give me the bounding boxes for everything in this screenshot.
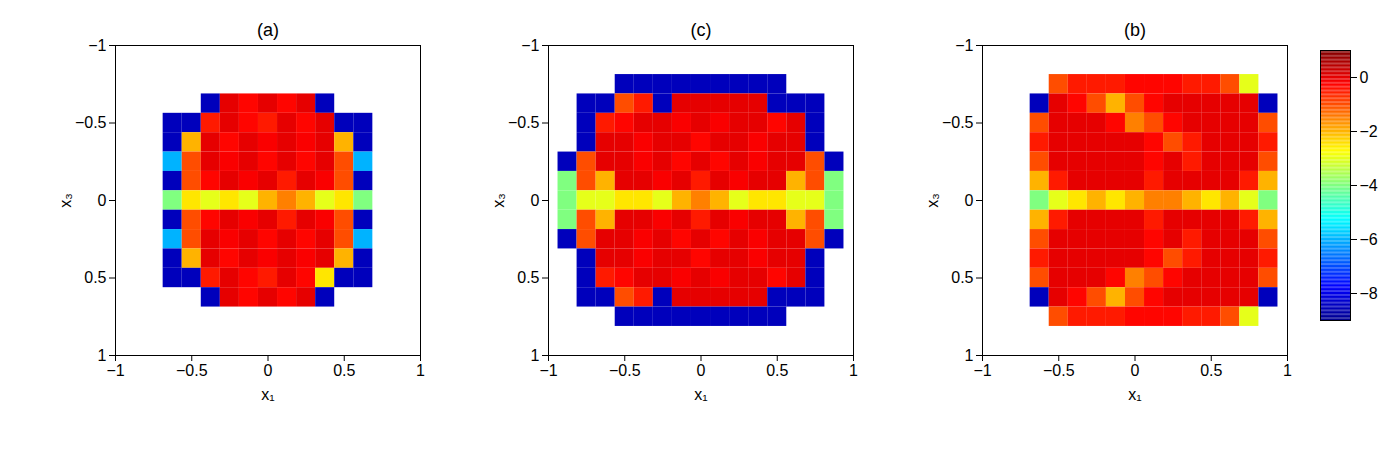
svg-text:−0.5: −0.5 <box>75 114 107 131</box>
svg-text:−1: −1 <box>539 362 557 379</box>
svg-text:x₃: x₃ <box>490 193 507 208</box>
svg-text:0: 0 <box>965 192 974 209</box>
svg-text:1: 1 <box>531 347 540 364</box>
svg-text:0: 0 <box>264 362 273 379</box>
svg-text:0.5: 0.5 <box>517 269 539 286</box>
svg-text:−1: −1 <box>106 362 124 379</box>
svg-text:0: 0 <box>531 192 540 209</box>
svg-text:−0.5: −0.5 <box>176 362 208 379</box>
svg-text:−6: −6 <box>1360 231 1378 248</box>
svg-text:(b): (b) <box>1124 20 1146 40</box>
svg-text:x₁: x₁ <box>261 386 274 403</box>
svg-text:0.5: 0.5 <box>766 362 788 379</box>
svg-text:−1: −1 <box>521 37 539 54</box>
svg-text:0.5: 0.5 <box>333 362 355 379</box>
svg-text:1: 1 <box>965 347 974 364</box>
svg-text:−1: −1 <box>973 362 991 379</box>
svg-text:0: 0 <box>1131 362 1140 379</box>
svg-text:0.5: 0.5 <box>951 269 973 286</box>
svg-text:−1: −1 <box>88 37 106 54</box>
svg-text:1: 1 <box>416 362 425 379</box>
svg-text:x₁: x₁ <box>1128 386 1141 403</box>
svg-text:0: 0 <box>697 362 706 379</box>
svg-text:0.5: 0.5 <box>1200 362 1222 379</box>
svg-text:−0.5: −0.5 <box>508 114 540 131</box>
svg-text:(a): (a) <box>257 20 279 40</box>
svg-text:x₃: x₃ <box>57 193 74 208</box>
svg-text:1: 1 <box>1283 362 1292 379</box>
svg-text:−0.5: −0.5 <box>1043 362 1075 379</box>
svg-text:0: 0 <box>98 192 107 209</box>
svg-text:−0.5: −0.5 <box>609 362 641 379</box>
svg-text:−0.5: −0.5 <box>942 114 974 131</box>
svg-text:−1: −1 <box>955 37 973 54</box>
svg-text:x₁: x₁ <box>694 386 707 403</box>
svg-text:−2: −2 <box>1360 123 1378 140</box>
svg-text:0.5: 0.5 <box>84 269 106 286</box>
svg-text:0: 0 <box>1360 69 1369 86</box>
svg-text:−8: −8 <box>1360 285 1378 302</box>
svg-text:(c): (c) <box>691 20 712 40</box>
svg-text:1: 1 <box>98 347 107 364</box>
svg-text:−4: −4 <box>1360 177 1378 194</box>
svg-text:x₃: x₃ <box>924 193 941 208</box>
svg-text:1: 1 <box>849 362 858 379</box>
